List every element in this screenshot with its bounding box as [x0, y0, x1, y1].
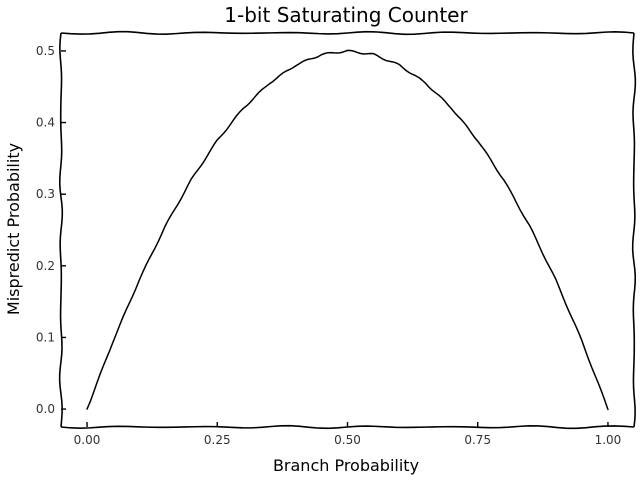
y-tick-label: 0.4: [36, 116, 55, 130]
frame-top: [60, 30, 635, 36]
y-axis-label: Mispredict Probability: [4, 143, 23, 315]
x-tick-label: 1.00: [595, 433, 622, 447]
y-tick-label: 0.0: [36, 402, 55, 416]
x-tick-label: 0.50: [334, 433, 361, 447]
plot-frame: [58, 30, 637, 430]
x-tick-label: 0.25: [204, 433, 231, 447]
frame-right: [631, 32, 637, 428]
series-line: [86, 49, 609, 411]
y-tick-label: 0.2: [36, 259, 55, 273]
y-tick-label: 0.3: [36, 187, 55, 201]
series-group: [86, 49, 609, 411]
x-tick-label: 0.75: [464, 433, 491, 447]
y-axis: 0.0 0.1 0.2 0.3 0.4 0.5: [36, 44, 66, 416]
x-axis-label: Branch Probability: [273, 456, 419, 475]
frame-left: [58, 32, 64, 428]
x-tick-label: 0.00: [74, 433, 101, 447]
chart-title: 1-bit Saturating Counter: [224, 3, 468, 27]
y-tick-label: 0.1: [36, 330, 55, 344]
x-axis: 0.00 0.25 0.50 0.75 1.00: [74, 422, 622, 447]
y-tick-label: 0.5: [36, 44, 55, 58]
